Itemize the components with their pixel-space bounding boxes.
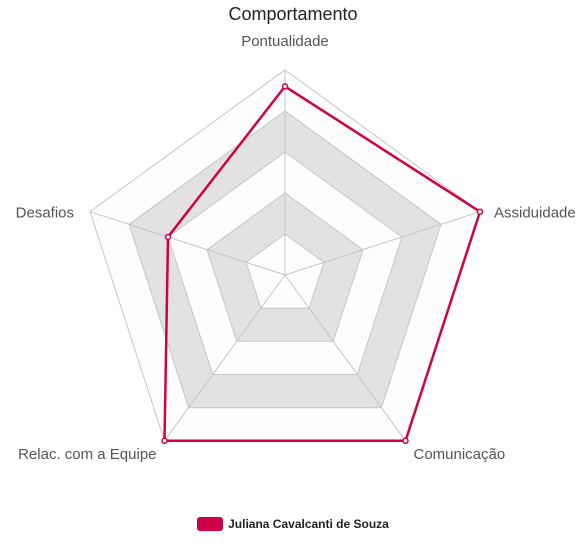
legend-swatch[interactable] <box>197 517 224 531</box>
data-point <box>164 233 172 241</box>
axis-label: Assiduidade <box>494 205 576 222</box>
data-point <box>161 437 168 445</box>
series-line <box>163 84 482 443</box>
axis-spoke <box>284 211 481 276</box>
radar-spokes <box>89 70 481 442</box>
data-point <box>402 437 409 445</box>
data-point <box>476 208 484 215</box>
axis-label: Desafios <box>16 205 74 222</box>
legend-label[interactable]: Juliana Cavalcanti de Souza <box>228 517 389 531</box>
chart-title: Comportamento <box>228 4 358 24</box>
radar-axis-labels: Pontualidade Assiduidade Comunicação Relac.… <box>16 33 576 463</box>
axis-spoke <box>89 211 286 276</box>
axis-label: Pontualidade <box>241 33 329 50</box>
axis-label: Comunicação <box>414 446 506 463</box>
axis-spoke <box>164 274 286 442</box>
radar-series <box>161 83 484 445</box>
data-point <box>281 83 289 90</box>
legend: Juliana Cavalcanti de Souza <box>0 517 586 531</box>
axis-label: Relac. com a Equipe <box>18 446 156 463</box>
axis-spoke <box>284 274 406 442</box>
